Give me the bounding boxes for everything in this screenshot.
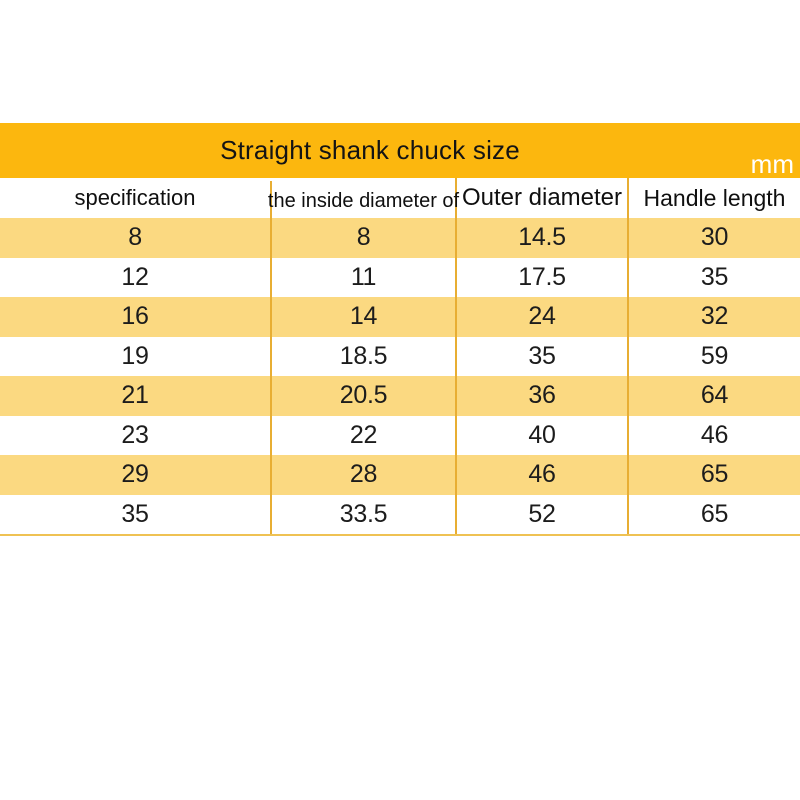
table-row: 23 22 40 46 xyxy=(0,415,800,455)
table-cell: 8 xyxy=(128,223,142,252)
table-cell: 22 xyxy=(270,415,455,455)
table-cell: 46 xyxy=(455,455,627,495)
table-cell: 14.5 xyxy=(455,218,627,258)
unit-label: mm xyxy=(750,149,794,179)
table-cell: 19 xyxy=(121,341,149,370)
table-cell: 35 xyxy=(627,257,800,297)
column-header: the inside diameter of xyxy=(268,181,459,221)
table-cell: 32 xyxy=(627,297,800,337)
table-cell: 35 xyxy=(455,336,627,376)
table-cell: 59 xyxy=(627,336,800,376)
table-cell: 35 xyxy=(121,499,149,528)
table-cell: 65 xyxy=(627,494,800,534)
table-row: 16 14 24 32 xyxy=(0,297,800,337)
table-cell: 11 xyxy=(270,257,455,297)
table-row: 19 18.5 35 59 xyxy=(0,336,800,376)
table-cell: 18.5 xyxy=(270,336,455,376)
table-cell: 64 xyxy=(627,376,800,416)
table-cell: 29 xyxy=(121,460,149,489)
table-cell: 24 xyxy=(455,297,627,337)
table-cell: 14 xyxy=(270,297,455,337)
table-cell: 36 xyxy=(455,376,627,416)
table-body: 8 8 14.5 30 12 11 17.5 35 16 14 24 32 19 18.5 35 59 21 20… xyxy=(0,218,800,534)
table-cell: 17.5 xyxy=(455,257,627,297)
table-cell: 20.5 xyxy=(270,376,455,416)
table-cell: 12 xyxy=(121,262,149,291)
title-band: Straight shank chuck size mm xyxy=(0,123,800,178)
table-cell: 46 xyxy=(627,415,800,455)
table-row: 8 8 14.5 30 xyxy=(0,218,800,258)
table-row: 35 33.5 52 65 xyxy=(0,494,800,534)
chuck-size-table: specification the inside diameter of Outer… xyxy=(0,178,800,536)
table-cell: 33.5 xyxy=(270,494,455,534)
column-header: Handle length xyxy=(627,178,800,218)
table-cell: 23 xyxy=(121,420,149,449)
table-title: Straight shank chuck size xyxy=(220,135,520,165)
table-header-row: specification the inside diameter of Outer… xyxy=(0,178,800,221)
table-row: 29 28 46 65 xyxy=(0,455,800,495)
table-cell: 21 xyxy=(121,381,149,410)
table-cell: 65 xyxy=(627,455,800,495)
table-row: 21 20.5 36 64 xyxy=(0,376,800,416)
table-cell: 40 xyxy=(455,415,627,455)
table-row: 12 11 17.5 35 xyxy=(0,257,800,297)
table-cell: 8 xyxy=(270,218,455,258)
column-header: specification xyxy=(74,185,196,210)
table-cell: 30 xyxy=(627,218,800,258)
column-header: Outer diameter xyxy=(455,178,627,218)
table-cell: 52 xyxy=(455,494,627,534)
table-cell: 16 xyxy=(121,302,149,331)
table-cell: 28 xyxy=(270,455,455,495)
